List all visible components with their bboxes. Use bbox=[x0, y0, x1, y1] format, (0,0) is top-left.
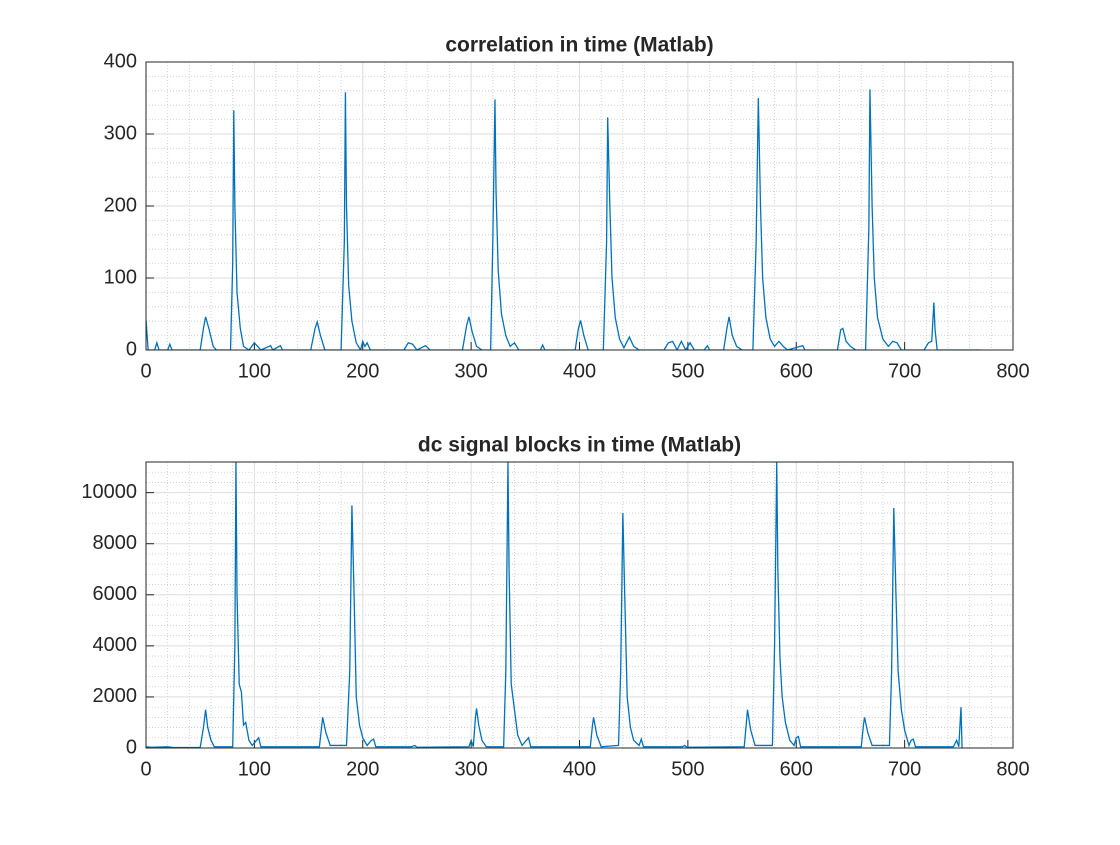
axes-frame bbox=[145, 61, 1014, 351]
x-tick-label: 200 bbox=[346, 758, 379, 780]
y-tick-label: 100 bbox=[104, 266, 137, 288]
y-tick-label: 0 bbox=[126, 736, 137, 758]
x-tick-label: 700 bbox=[888, 758, 921, 780]
x-tick-label: 300 bbox=[454, 758, 487, 780]
x-tick-label: 100 bbox=[238, 758, 271, 780]
y-tick-label: 6000 bbox=[93, 583, 138, 605]
x-tick-label: 600 bbox=[780, 758, 813, 780]
y-tick-label: 300 bbox=[104, 122, 137, 144]
y-tick-label: 2000 bbox=[93, 685, 138, 707]
y-tick-label: 10000 bbox=[81, 481, 137, 503]
x-tick-label: 400 bbox=[563, 360, 596, 382]
x-tick-label: 800 bbox=[996, 758, 1029, 780]
x-tick-label: 500 bbox=[671, 758, 704, 780]
x-tick-label: 100 bbox=[238, 360, 271, 382]
x-tick-label: 200 bbox=[346, 360, 379, 382]
chart-title: dc signal blocks in time (Matlab) bbox=[418, 434, 741, 457]
x-tick-label: 500 bbox=[671, 360, 704, 382]
x-tick-label: 400 bbox=[563, 758, 596, 780]
axes-frame bbox=[145, 461, 1014, 749]
data-line bbox=[146, 462, 963, 748]
data-line bbox=[146, 89, 981, 350]
x-tick-label: 0 bbox=[140, 360, 151, 382]
y-tick-label: 400 bbox=[104, 50, 137, 72]
y-tick-label: 4000 bbox=[93, 634, 138, 656]
x-tick-label: 600 bbox=[780, 360, 813, 382]
y-tick-label: 0 bbox=[126, 338, 137, 360]
x-tick-label: 0 bbox=[140, 758, 151, 780]
x-tick-label: 300 bbox=[454, 360, 487, 382]
y-tick-label: 8000 bbox=[93, 532, 138, 554]
x-tick-label: 700 bbox=[888, 360, 921, 382]
y-tick-label: 200 bbox=[104, 194, 137, 216]
x-tick-label: 800 bbox=[996, 360, 1029, 382]
chart-title: correlation in time (Matlab) bbox=[445, 34, 713, 57]
